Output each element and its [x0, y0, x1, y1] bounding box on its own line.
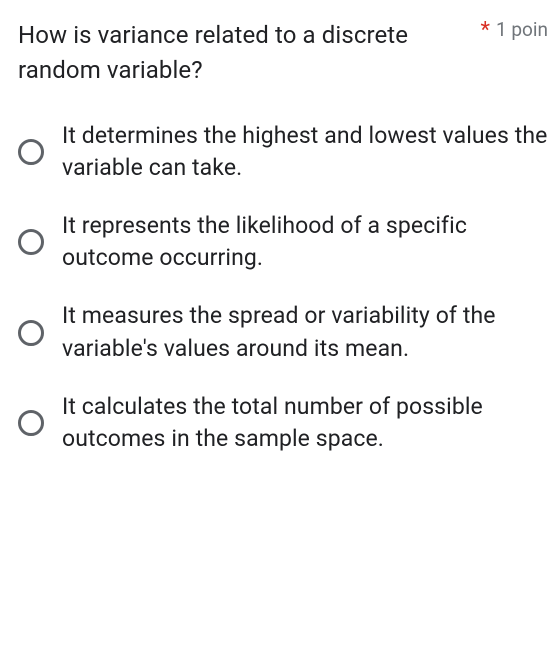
option-label: It calculates the total number of possib… — [62, 391, 548, 455]
required-asterisk: * — [481, 18, 490, 43]
question-header: How is variance related to a discrete ra… — [18, 18, 548, 88]
radio-icon — [18, 320, 44, 346]
option-label: It determines the highest and lowest val… — [62, 120, 548, 184]
option-2[interactable]: It measures the spread or variability of… — [18, 300, 548, 364]
question-text: How is variance related to a discrete ra… — [18, 18, 473, 88]
options-group: It determines the highest and lowest val… — [18, 120, 548, 456]
option-label: It measures the spread or variability of… — [62, 300, 548, 364]
option-3[interactable]: It calculates the total number of possib… — [18, 391, 548, 455]
radio-icon — [18, 139, 44, 165]
points-label: 1 poin — [496, 18, 548, 41]
option-1[interactable]: It represents the likelihood of a specif… — [18, 210, 548, 274]
radio-icon — [18, 229, 44, 255]
option-0[interactable]: It determines the highest and lowest val… — [18, 120, 548, 184]
option-label: It represents the likelihood of a specif… — [62, 210, 548, 274]
radio-icon — [18, 410, 44, 436]
